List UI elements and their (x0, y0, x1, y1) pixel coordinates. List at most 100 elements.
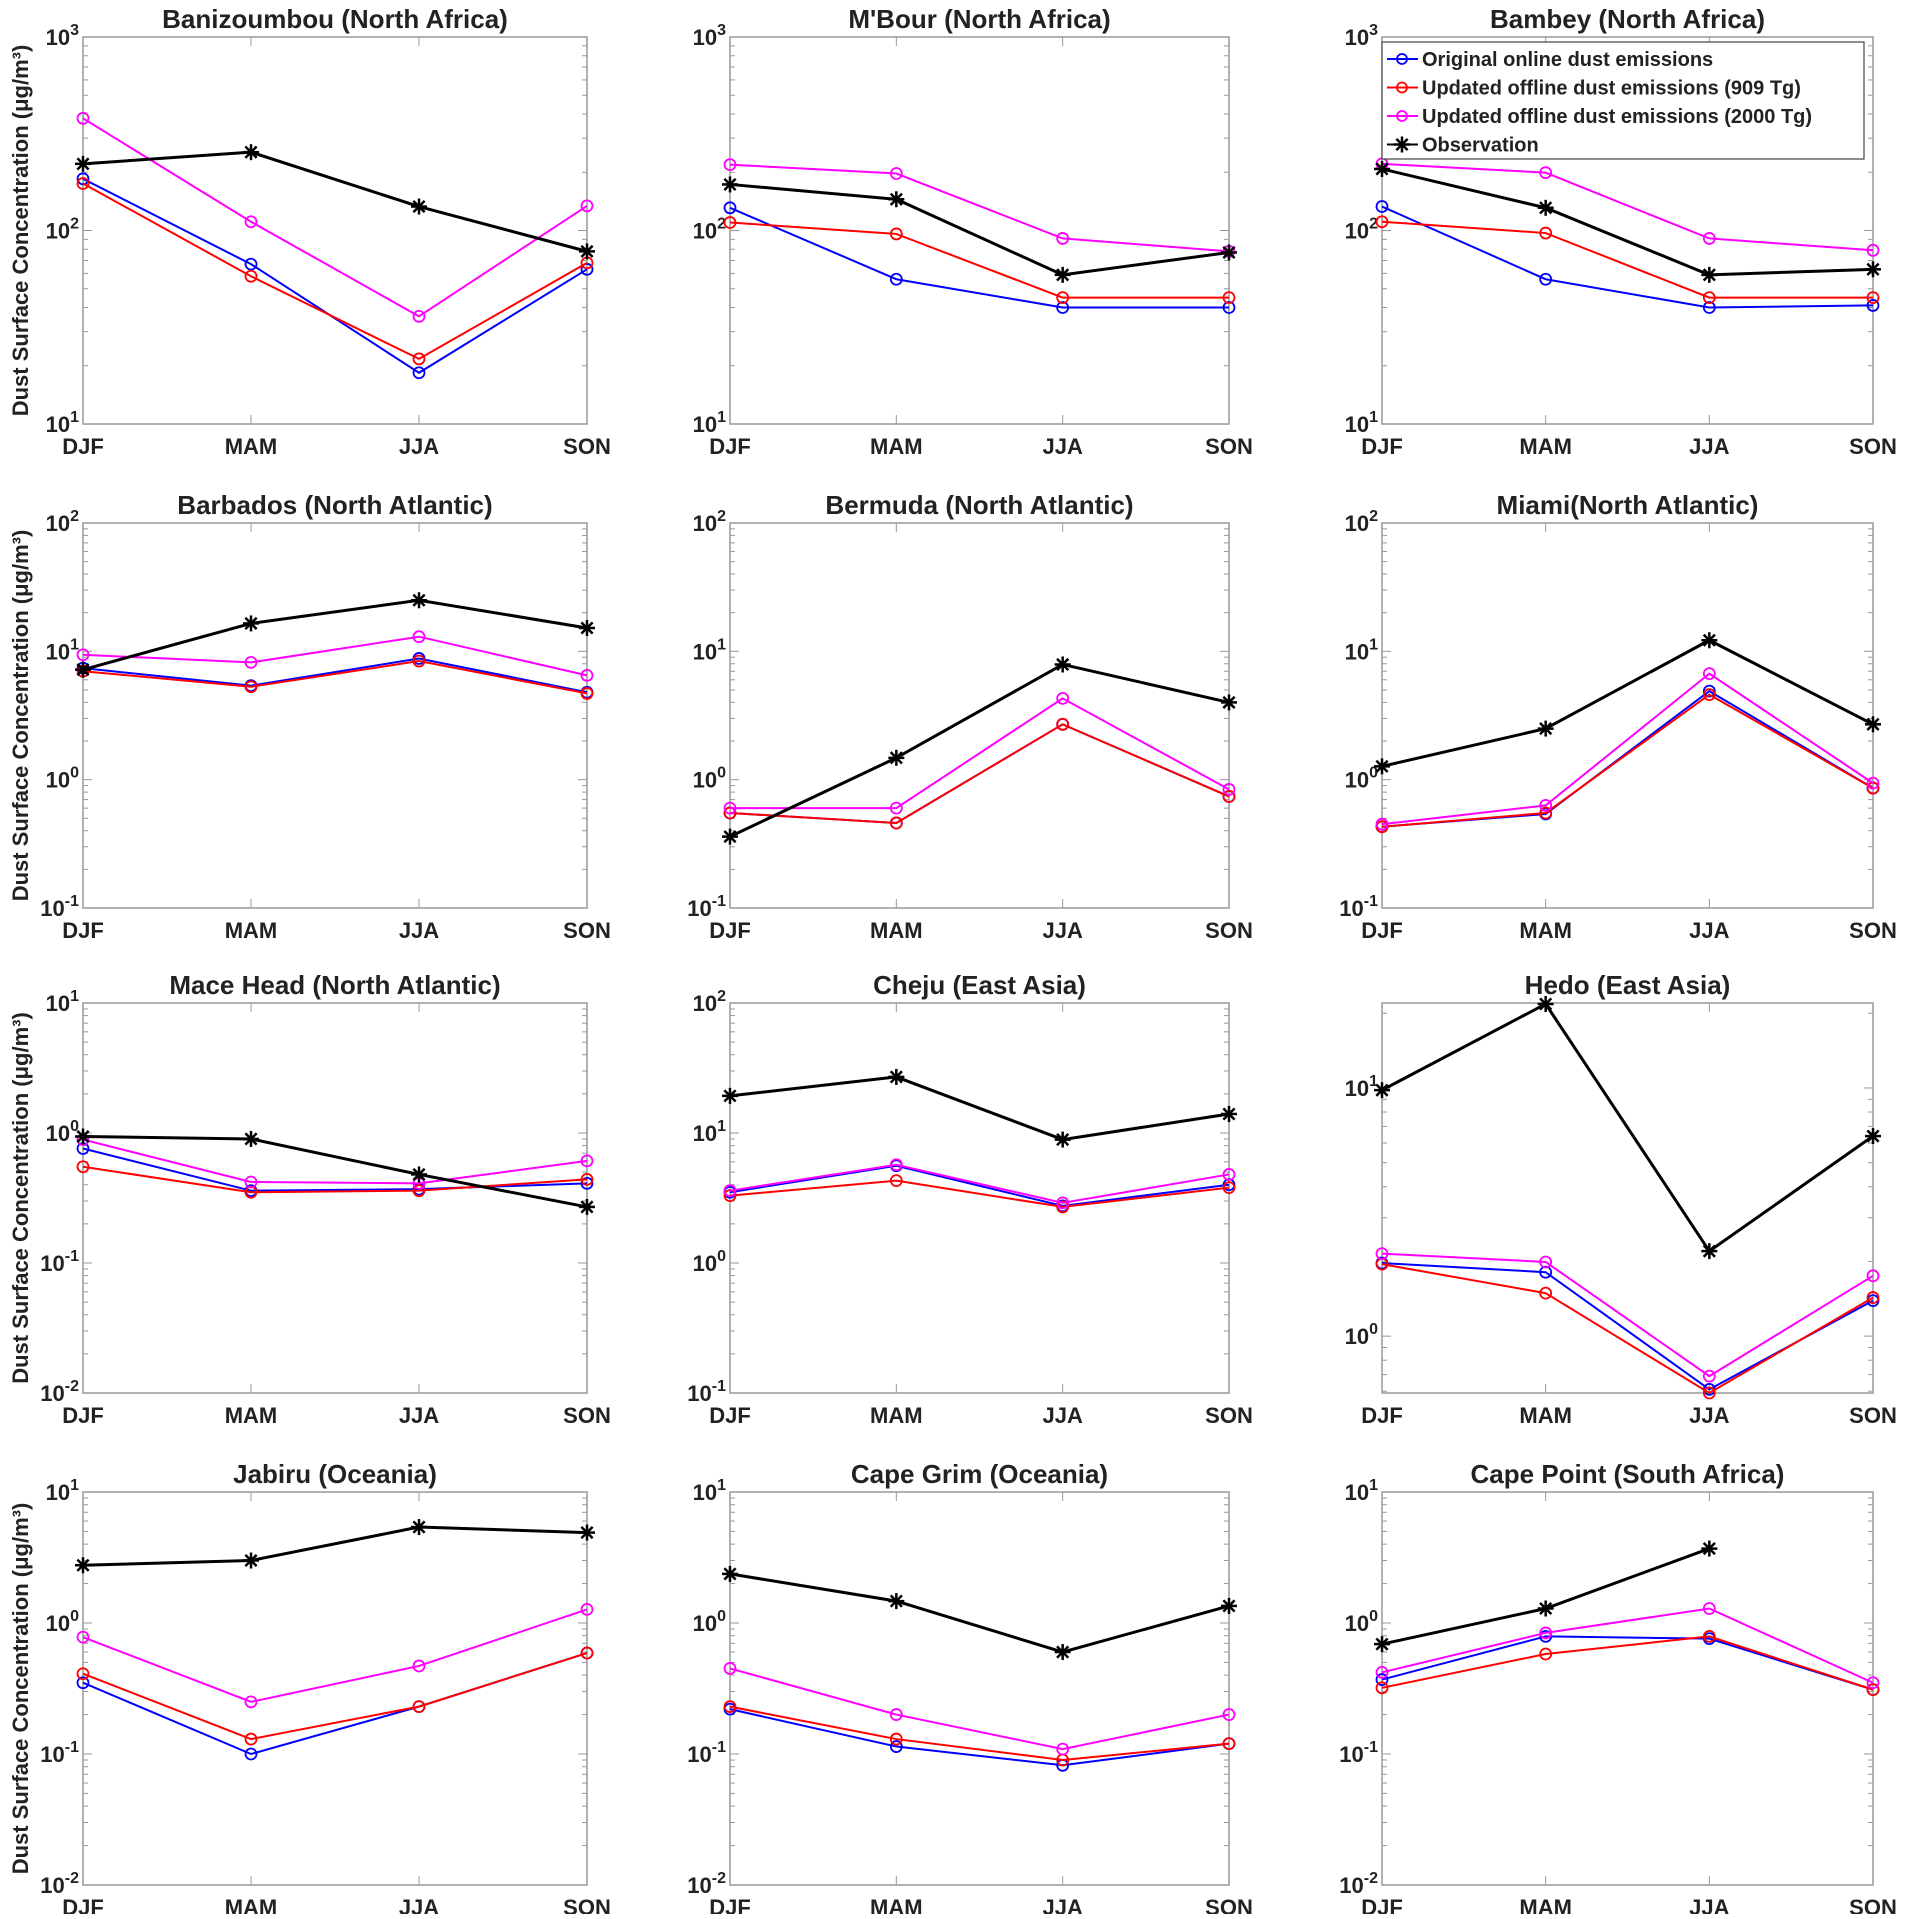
y-tick-label: 101 (1345, 1477, 1378, 1505)
circle-marker (412, 1659, 426, 1673)
asterisk-marker (1375, 759, 1389, 773)
circle-marker (1375, 1665, 1389, 1679)
series-observation (1374, 160, 1881, 283)
x-tick-label: DJF (62, 918, 104, 943)
asterisk-marker (1056, 268, 1070, 282)
y-tick-label: 10-1 (40, 893, 79, 921)
circle-marker (1702, 1602, 1716, 1615)
asterisk-marker (1539, 997, 1553, 1011)
circle-marker (889, 1732, 903, 1746)
y-tick-label: 10-2 (1339, 1870, 1378, 1898)
y-tick-label: 100 (46, 1118, 79, 1146)
circle-marker (1702, 1630, 1716, 1643)
subplot-title: Barbados (North Atlantic) (177, 490, 492, 520)
series-offline_909 (1375, 1257, 1880, 1400)
circle-marker (76, 1676, 90, 1690)
series-observation (75, 1128, 595, 1215)
asterisk-marker (1056, 657, 1070, 672)
y-axis-label: Dust Surface Concentration (μg/m³) (8, 530, 33, 902)
circle-marker (1222, 1737, 1236, 1751)
asterisk-marker (1222, 245, 1236, 260)
y-tick-label: 102 (693, 988, 726, 1016)
circle-marker (580, 1603, 594, 1616)
circle-marker (723, 201, 737, 215)
circle-marker (1702, 1386, 1716, 1400)
circle-marker (1702, 1369, 1716, 1383)
circle-marker (244, 1747, 258, 1761)
circle-marker (1866, 1683, 1880, 1697)
circle-marker (889, 1708, 903, 1721)
circle-marker (1056, 1196, 1070, 1210)
circle-marker (1539, 1647, 1553, 1661)
x-tick-label: MAM (870, 918, 923, 943)
plot-frame (729, 36, 1230, 425)
series-line (82, 660, 588, 695)
y-tick-label: 101 (46, 636, 79, 664)
asterisk-marker (244, 145, 258, 159)
circle-marker (1222, 1708, 1236, 1721)
series-original (1375, 1630, 1880, 1697)
asterisk-marker (889, 1070, 903, 1084)
circle-marker (889, 227, 903, 241)
asterisk-marker (244, 1553, 258, 1568)
y-tick-label: 10-1 (1339, 1739, 1378, 1767)
series-line (729, 182, 1230, 277)
circle-marker (76, 1667, 90, 1681)
plot-frame (1381, 522, 1874, 909)
x-tick-label: JJA (1689, 1895, 1729, 1914)
circle-marker (76, 1160, 90, 1174)
series-observation (75, 592, 595, 678)
subplot-9: 100 101 DJF MAM JJA SON Hedo (East Asia) (1345, 970, 1897, 1428)
circle-marker (889, 1158, 903, 1172)
subplot-title: Jabiru (Oceania) (233, 1459, 437, 1489)
y-tick-label: 102 (1345, 508, 1378, 536)
y-tick-label: 103 (1345, 22, 1378, 50)
x-tick-label: MAM (870, 1403, 923, 1428)
series-observation (722, 656, 1237, 845)
circle-marker (412, 352, 426, 366)
circle-marker (1539, 226, 1553, 240)
asterisk-marker (580, 244, 594, 258)
plot-frame (82, 1491, 588, 1886)
plot-frame (729, 1002, 1230, 1394)
x-tick-label: SON (1849, 434, 1897, 459)
asterisk-marker (412, 593, 426, 607)
circle-marker (1056, 232, 1070, 245)
series-line (1381, 1252, 1874, 1378)
series-offline_2000 (1375, 1602, 1880, 1690)
circle-marker (889, 1740, 903, 1753)
series-line (729, 1164, 1230, 1207)
series-line (82, 657, 588, 694)
y-tick-label: 101 (46, 1477, 79, 1505)
x-tick-label: DJF (1361, 1403, 1403, 1428)
asterisk-marker (412, 1167, 426, 1181)
y-tick-label: 100 (693, 1248, 726, 1276)
y-tick-label: 100 (46, 765, 79, 793)
asterisk-marker (889, 192, 903, 206)
asterisk-marker (76, 157, 90, 171)
asterisk-marker (76, 1558, 90, 1572)
circle-marker (1539, 1630, 1553, 1643)
y-tick-label: 101 (693, 636, 726, 664)
series-line (1381, 162, 1874, 252)
asterisk-marker (1539, 201, 1553, 215)
asterisk-marker (1702, 268, 1716, 282)
circle-marker (1056, 301, 1070, 314)
y-tick-label: 101 (1345, 409, 1378, 437)
subplot-1: 101 102 103 DJF MAM JJA SON Banizoumbou (North … (8, 4, 611, 459)
circle-marker (723, 1700, 737, 1714)
subplot-10: 10-2 10-1 100 101 DJF MAM JJA SON Jabiru (Oceani… (8, 1459, 611, 1919)
circle-marker (1866, 776, 1880, 790)
subplot-title: Bermuda (North Atlantic) (825, 490, 1133, 520)
x-tick-label: SON (1205, 1895, 1253, 1914)
circle-marker (76, 1630, 90, 1644)
circle-marker (244, 215, 258, 229)
circle-marker (1375, 215, 1389, 229)
x-tick-label: MAM (870, 434, 923, 459)
asterisk-marker (1222, 695, 1236, 709)
circle-marker (723, 1662, 737, 1675)
series-offline_909 (76, 1646, 594, 1746)
y-tick-label: 100 (46, 1608, 79, 1636)
circle-marker (889, 272, 903, 286)
circle-marker (723, 158, 737, 172)
